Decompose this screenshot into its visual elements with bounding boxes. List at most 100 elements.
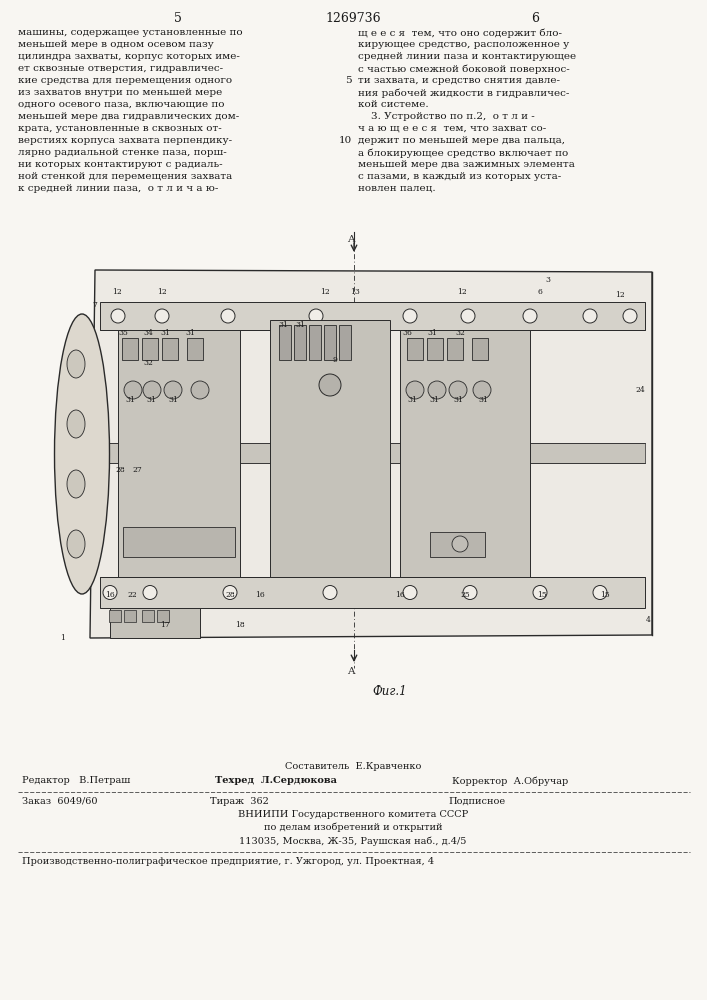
Bar bbox=[427, 338, 443, 360]
Bar bbox=[100, 577, 645, 608]
Text: 12: 12 bbox=[615, 291, 625, 299]
Text: 31: 31 bbox=[146, 396, 156, 404]
Circle shape bbox=[523, 309, 537, 323]
Text: 25: 25 bbox=[460, 591, 470, 599]
Text: 28: 28 bbox=[115, 466, 125, 474]
Text: ни которых контактируют с радиаль-: ни которых контактируют с радиаль- bbox=[18, 160, 223, 169]
Text: 31: 31 bbox=[407, 396, 417, 404]
Ellipse shape bbox=[67, 350, 85, 378]
Text: цилиндра захваты, корпус которых име-: цилиндра захваты, корпус которых име- bbox=[18, 52, 240, 61]
Text: средней линии паза и контактирующее: средней линии паза и контактирующее bbox=[358, 52, 576, 61]
Circle shape bbox=[103, 585, 117, 599]
Bar bbox=[162, 338, 178, 360]
Text: 1269736: 1269736 bbox=[326, 12, 381, 25]
Text: лярно радиальной стенке паза, порш-: лярно радиальной стенке паза, порш- bbox=[18, 148, 227, 157]
Text: 31: 31 bbox=[125, 396, 135, 404]
Text: 31: 31 bbox=[295, 321, 305, 329]
Text: щ е е с я  тем, что оно содержит бло-: щ е е с я тем, что оно содержит бло- bbox=[358, 28, 562, 37]
Ellipse shape bbox=[67, 470, 85, 498]
Text: 35: 35 bbox=[118, 329, 128, 337]
Text: а блокирующее средство включает по: а блокирующее средство включает по bbox=[358, 148, 568, 157]
Circle shape bbox=[403, 309, 417, 323]
Bar bbox=[122, 338, 138, 360]
Bar bbox=[142, 610, 154, 622]
Text: 34: 34 bbox=[143, 329, 153, 337]
Bar bbox=[339, 325, 351, 360]
Text: 16: 16 bbox=[255, 591, 265, 599]
Text: ч а ю щ е е с я  тем, что захват со-: ч а ю щ е е с я тем, что захват со- bbox=[358, 124, 547, 133]
Circle shape bbox=[623, 309, 637, 323]
Text: ВНИИПИ Государственного комитета СССР: ВНИИПИ Государственного комитета СССР bbox=[238, 810, 468, 819]
Text: меньшей мере два зажимных элемента: меньшей мере два зажимных элемента bbox=[358, 160, 575, 169]
Text: держит по меньшей мере два пальца,: держит по меньшей мере два пальца, bbox=[358, 136, 565, 145]
Circle shape bbox=[452, 536, 468, 552]
Text: ной стенкой для перемещения захвата: ной стенкой для перемещения захвата bbox=[18, 172, 233, 181]
Bar bbox=[100, 443, 645, 463]
Bar bbox=[157, 610, 169, 622]
Bar bbox=[400, 330, 530, 577]
Text: 6: 6 bbox=[537, 288, 542, 296]
Circle shape bbox=[403, 585, 417, 599]
Text: машины, содержащее установленные по: машины, содержащее установленные по bbox=[18, 28, 243, 37]
Text: 10: 10 bbox=[339, 136, 352, 145]
Circle shape bbox=[323, 585, 337, 599]
Text: A: A bbox=[347, 667, 354, 676]
Text: 16: 16 bbox=[395, 591, 405, 599]
Text: Подписное: Подписное bbox=[448, 797, 505, 806]
Circle shape bbox=[191, 381, 209, 399]
Text: 36: 36 bbox=[402, 329, 412, 337]
Circle shape bbox=[583, 309, 597, 323]
Circle shape bbox=[223, 585, 237, 599]
Bar bbox=[124, 610, 136, 622]
Text: 5: 5 bbox=[346, 76, 352, 85]
Text: 27: 27 bbox=[132, 466, 142, 474]
Text: 32: 32 bbox=[455, 329, 465, 337]
Text: 31: 31 bbox=[429, 396, 439, 404]
Text: 6: 6 bbox=[531, 12, 539, 25]
Text: Техред  Л.Сердюкова: Техред Л.Сердюкова bbox=[215, 776, 337, 785]
Text: 9: 9 bbox=[332, 356, 337, 364]
Text: с пазами, в каждый из которых уста-: с пазами, в каждый из которых уста- bbox=[358, 172, 561, 181]
Text: A: A bbox=[347, 235, 354, 244]
Circle shape bbox=[473, 381, 491, 399]
Circle shape bbox=[406, 381, 424, 399]
Ellipse shape bbox=[67, 530, 85, 558]
Text: 31: 31 bbox=[427, 329, 437, 337]
Text: 31: 31 bbox=[185, 329, 195, 337]
Bar bbox=[110, 608, 200, 638]
Text: 22: 22 bbox=[127, 591, 137, 599]
Text: 31: 31 bbox=[453, 396, 463, 404]
Bar bbox=[447, 338, 463, 360]
Text: одного осевого паза, включающие по: одного осевого паза, включающие по bbox=[18, 100, 225, 109]
Bar bbox=[279, 325, 291, 360]
Circle shape bbox=[449, 381, 467, 399]
Text: из захватов внутри по меньшей мере: из захватов внутри по меньшей мере bbox=[18, 88, 222, 97]
Text: 18: 18 bbox=[235, 621, 245, 629]
Bar bbox=[109, 610, 121, 622]
Circle shape bbox=[463, 585, 477, 599]
Circle shape bbox=[309, 309, 323, 323]
Text: Тираж  362: Тираж 362 bbox=[210, 797, 269, 806]
Bar bbox=[430, 532, 485, 557]
Circle shape bbox=[319, 374, 341, 396]
Text: кие средства для перемещения одного: кие средства для перемещения одного bbox=[18, 76, 232, 85]
Text: 31: 31 bbox=[478, 396, 488, 404]
Text: 7: 7 bbox=[93, 301, 98, 309]
Text: к средней линии паза,  о т л и ч а ю-: к средней линии паза, о т л и ч а ю- bbox=[18, 184, 218, 193]
Text: по делам изобретений и открытий: по делам изобретений и открытий bbox=[264, 823, 443, 832]
Text: 5: 5 bbox=[174, 12, 182, 25]
Text: кирующее средство, расположенное у: кирующее средство, расположенное у bbox=[358, 40, 569, 49]
Text: крата, установленные в сквозных от-: крата, установленные в сквозных от- bbox=[18, 124, 222, 133]
Circle shape bbox=[143, 585, 157, 599]
Bar bbox=[472, 338, 488, 360]
Text: кой системе.: кой системе. bbox=[358, 100, 428, 109]
Text: с частью смежной боковой поверхнос-: с частью смежной боковой поверхнос- bbox=[358, 64, 570, 74]
Bar bbox=[324, 325, 336, 360]
Text: ти захвата, и средство снятия давле-: ти захвата, и средство снятия давле- bbox=[358, 76, 560, 85]
Text: 1: 1 bbox=[61, 634, 66, 642]
Bar bbox=[270, 320, 390, 577]
Text: Редактор   В.Петраш: Редактор В.Петраш bbox=[22, 776, 130, 785]
Bar bbox=[123, 527, 235, 557]
Text: 24: 24 bbox=[635, 386, 645, 394]
Ellipse shape bbox=[67, 410, 85, 438]
